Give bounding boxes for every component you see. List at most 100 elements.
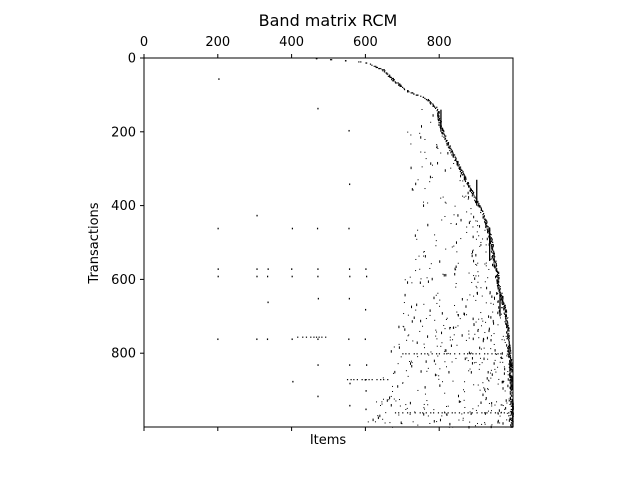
scatter-dot [464, 391, 466, 393]
scatter-dot [490, 369, 492, 371]
band-edge-dot [427, 98, 430, 101]
scatter-dot [455, 223, 457, 225]
band-edge-dot [510, 422, 512, 424]
scatter-dot [468, 333, 470, 335]
band-edge-dot [505, 313, 507, 315]
band-edge-dot [487, 230, 490, 232]
band-edge-dot [442, 128, 444, 131]
scatter-dot [436, 374, 438, 376]
scatter-dot [422, 285, 424, 287]
scatter-dot [491, 405, 493, 407]
scatter-dot [480, 244, 482, 246]
band-edge-dot [510, 361, 512, 363]
row-dot [350, 379, 352, 381]
scatter-dot [475, 253, 477, 257]
scatter-dot [398, 399, 400, 401]
scatter-dot [484, 422, 486, 424]
scatter-dot [400, 421, 402, 424]
band-edge-dot [484, 218, 486, 220]
band-edge-dot [450, 150, 452, 153]
band-edge-dot [394, 82, 397, 84]
band-edge-dot [511, 375, 513, 377]
row-dot [433, 412, 435, 414]
column-dot [317, 107, 319, 110]
band-edge-dot [496, 268, 498, 270]
band-edge-dot [432, 103, 434, 105]
band-edge-dot [439, 126, 441, 128]
scatter-dot [424, 151, 426, 153]
scatter-dot [417, 356, 419, 358]
y-tick-label: 0 [128, 52, 136, 67]
scatter-dot [415, 270, 417, 272]
scatter-dot [455, 223, 457, 225]
scatter-dot [500, 356, 502, 360]
band-edge-dot [511, 401, 513, 403]
scatter-dot [455, 241, 457, 244]
scatter-dot [420, 319, 422, 323]
scatter-dot [484, 423, 486, 425]
column-dot [349, 275, 351, 278]
scatter-dot [481, 209, 483, 211]
band-edge-dot [511, 395, 513, 397]
scatter-dot [471, 254, 473, 258]
scatter-dot [394, 370, 396, 374]
scatter-dot [420, 151, 422, 153]
scatter-dot [410, 166, 412, 170]
band-edge-dot [381, 69, 383, 71]
y-tick-label: 600 [111, 273, 136, 288]
scatter-dot [392, 372, 394, 374]
band-edge-dot [407, 90, 409, 92]
scatter-dot [384, 422, 386, 424]
band-edge-dot [497, 280, 500, 282]
column-dot [349, 404, 351, 407]
scatter-dot [416, 341, 418, 344]
band-edge-dot [502, 300, 504, 302]
band-edge-dot [436, 110, 438, 112]
scatter-dot [416, 238, 418, 240]
plot-frame [143, 57, 514, 428]
scatter-dot [493, 259, 495, 261]
band-edge-dot [509, 357, 512, 360]
scatter-dot [502, 422, 504, 425]
scatter-dot [490, 338, 492, 342]
band-edge-dot [508, 334, 510, 336]
band-edge-dot [448, 147, 450, 149]
scatter-dot [455, 357, 457, 359]
band-edge-dot [462, 174, 464, 176]
scatter-dot [397, 385, 399, 388]
band-edge-dot [432, 105, 434, 107]
scatter-dot [476, 423, 478, 425]
band-edge-dot [499, 292, 501, 294]
scatter-dot [461, 413, 463, 415]
scatter-dot [507, 374, 509, 376]
band-edge-dot [483, 215, 485, 217]
scatter-dot [491, 295, 493, 298]
scatter-dot [405, 370, 407, 372]
scatter-dot [411, 188, 413, 191]
scatter-dot [388, 399, 390, 401]
row-dot [487, 353, 489, 355]
column-dot [217, 268, 219, 270]
band-edge-dot [459, 170, 462, 173]
band-edge-dot [493, 255, 495, 257]
scatter-dot [417, 229, 419, 231]
scatter-dot [503, 339, 505, 341]
scatter-dot [480, 241, 482, 243]
band-edge-dot [437, 108, 439, 111]
band-edge-dot [504, 304, 506, 307]
band-edge-dot [426, 98, 428, 101]
scatter-dot [433, 420, 435, 423]
band-edge-dot [428, 100, 430, 102]
band-edge-dot [495, 269, 497, 271]
scatter-dot [501, 380, 503, 384]
scatter-dot [445, 349, 447, 352]
band-edge-dot [503, 303, 505, 305]
scatter-dot [455, 326, 457, 328]
scatter-dot [488, 402, 490, 404]
scatter-dot [498, 378, 500, 380]
band-edge-dot [461, 169, 463, 172]
scatter-dot [475, 361, 477, 363]
column-dot [348, 129, 350, 132]
scatter-dot [470, 208, 472, 210]
scatter-dot [499, 361, 501, 363]
